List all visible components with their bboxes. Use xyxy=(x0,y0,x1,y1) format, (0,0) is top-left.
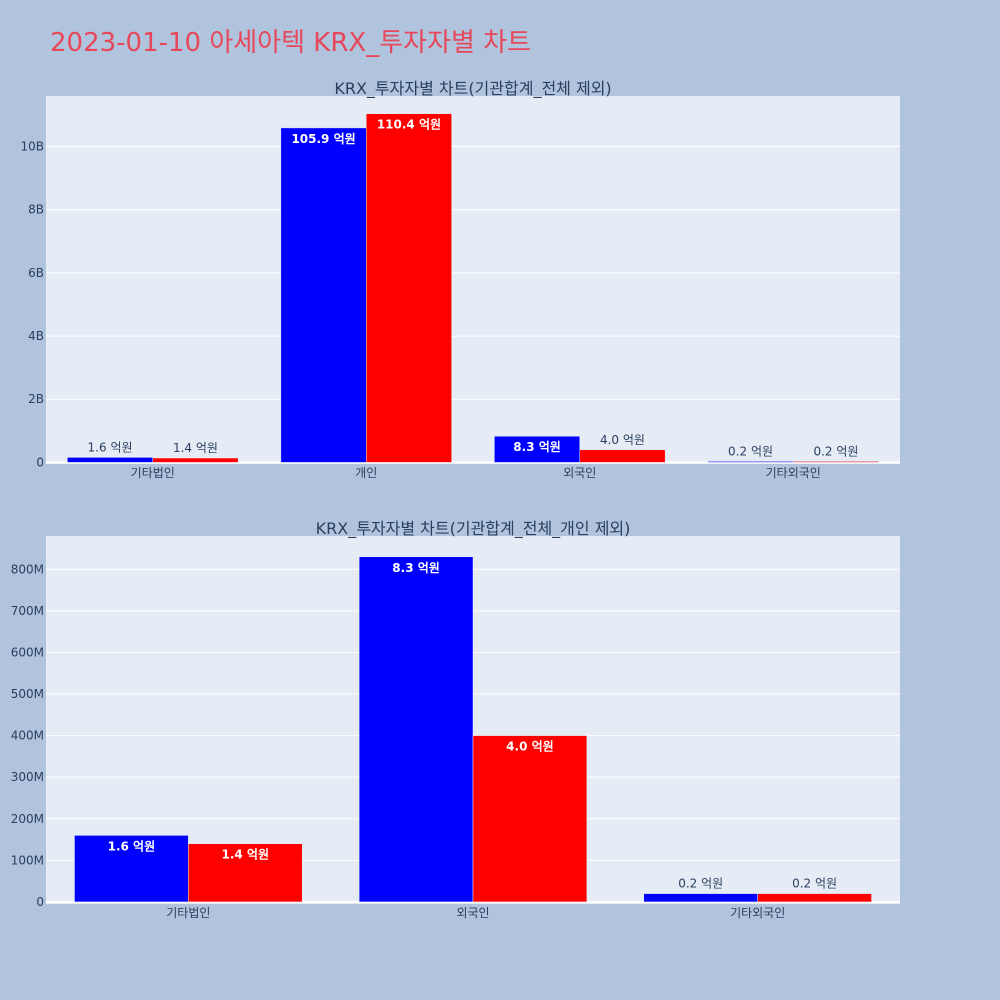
data-label: 4.0 억원 xyxy=(600,433,645,447)
bar xyxy=(643,893,758,903)
data-label: 8.3 억원 xyxy=(392,561,440,575)
plot-area xyxy=(46,96,900,464)
x-tick-label: 개인 xyxy=(355,466,377,480)
data-label: 1.4 억원 xyxy=(173,441,218,455)
chart-title: KRX_투자자별 차트(기관합계_전체 제외) xyxy=(334,79,611,99)
y-tick-label: 0 xyxy=(36,895,44,909)
data-label: 4.0 억원 xyxy=(506,740,554,754)
bar xyxy=(472,735,588,903)
bar xyxy=(707,461,794,463)
y-tick-label: 200M xyxy=(11,812,44,826)
bar xyxy=(358,556,474,903)
data-label: 0.2 억원 xyxy=(728,444,773,458)
x-tick-label: 외국인 xyxy=(456,906,489,920)
x-tick-label: 기타외국인 xyxy=(766,466,821,480)
data-label: 0.2 억원 xyxy=(678,877,723,891)
data-label: 1.6 억원 xyxy=(108,839,156,853)
bar xyxy=(579,449,666,463)
data-label: 110.4 억원 xyxy=(377,118,441,132)
x-tick-label: 기타법인 xyxy=(131,466,175,480)
data-label: 105.9 억원 xyxy=(291,132,355,146)
y-tick-label: 0 xyxy=(36,455,44,469)
chart-panel-top: KRX_투자자별 차트(기관합계_전체 제외) 0 2B 4B 6B 8B 10B 1.6 억… xyxy=(20,79,900,480)
y-tick-label: 4B xyxy=(28,329,44,343)
y-tick-label: 100M xyxy=(11,853,44,867)
y-tick-label: 400M xyxy=(11,729,44,743)
data-label: 1.6 억원 xyxy=(88,440,133,454)
bar xyxy=(757,893,872,903)
x-tick-label: 기타외국인 xyxy=(730,906,785,920)
bar xyxy=(280,127,367,463)
data-label: 0.2 억원 xyxy=(813,444,858,458)
x-tick-label: 기타법인 xyxy=(166,906,210,920)
data-label: 8.3 억원 xyxy=(513,440,561,454)
bar xyxy=(188,843,303,903)
bar xyxy=(67,457,153,463)
chart-panel-bottom: KRX_투자자별 차트(기관합계_전체_개인 제외) 0 100M 200M 300M 4… xyxy=(11,519,900,920)
y-tick-label: 600M xyxy=(11,645,44,659)
y-tick-label: 6B xyxy=(28,266,44,280)
data-label: 1.4 억원 xyxy=(222,848,270,862)
chart-title: KRX_투자자별 차트(기관합계_전체_개인 제외) xyxy=(316,519,631,539)
y-tick-label: 500M xyxy=(11,687,44,701)
bar xyxy=(152,457,239,463)
y-tick-label: 10B xyxy=(20,140,44,154)
y-tick-label: 300M xyxy=(11,770,44,784)
y-tick-label: 800M xyxy=(11,562,44,576)
y-tick-label: 2B xyxy=(28,392,44,406)
y-tick-label: 8B xyxy=(28,203,44,217)
x-tick-label: 외국인 xyxy=(563,466,596,480)
data-label: 0.2 억원 xyxy=(792,877,837,891)
page-title: 2023-01-10 아세아텍 KRX_투자자별 차트 xyxy=(50,28,532,58)
bar xyxy=(793,461,879,463)
bar xyxy=(494,435,581,463)
bar xyxy=(366,113,452,463)
y-tick-label: 700M xyxy=(11,604,44,618)
